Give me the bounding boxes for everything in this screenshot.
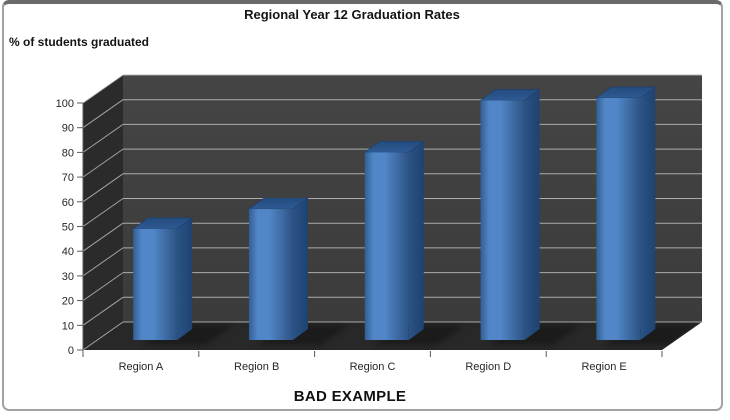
- y-tick-label: 0: [68, 345, 74, 357]
- bar-region-b: [248, 197, 309, 341]
- y-tick-label: 90: [62, 123, 74, 135]
- y-tick-label: 80: [62, 147, 74, 159]
- bad-example-caption: BAD EXAMPLE: [293, 388, 407, 405]
- category-label: Region A: [118, 361, 164, 373]
- bar-region-c: [363, 140, 425, 341]
- y-tick-label: 30: [62, 271, 74, 283]
- category-label: Region C: [349, 361, 396, 373]
- category-label: Region D: [465, 361, 512, 373]
- y-tick-label: 70: [62, 172, 74, 184]
- y-tick-label: 60: [62, 197, 74, 209]
- bar-region-a: [132, 217, 194, 341]
- category-label: Region B: [234, 361, 280, 373]
- y-tick-label: 20: [62, 296, 74, 308]
- y-axis-title: % of students graduated: [9, 35, 150, 49]
- y-tick-label: 50: [62, 222, 74, 234]
- y-tick-label: 40: [62, 246, 74, 258]
- y-tick-label: 100: [56, 98, 74, 110]
- bar-region-e: [595, 86, 657, 341]
- y-tick-label: 10: [62, 320, 74, 332]
- category-label: Region E: [581, 361, 627, 373]
- chart-title: Regional Year 12 Graduation Rates: [244, 7, 460, 22]
- bar-region-d: [479, 89, 541, 341]
